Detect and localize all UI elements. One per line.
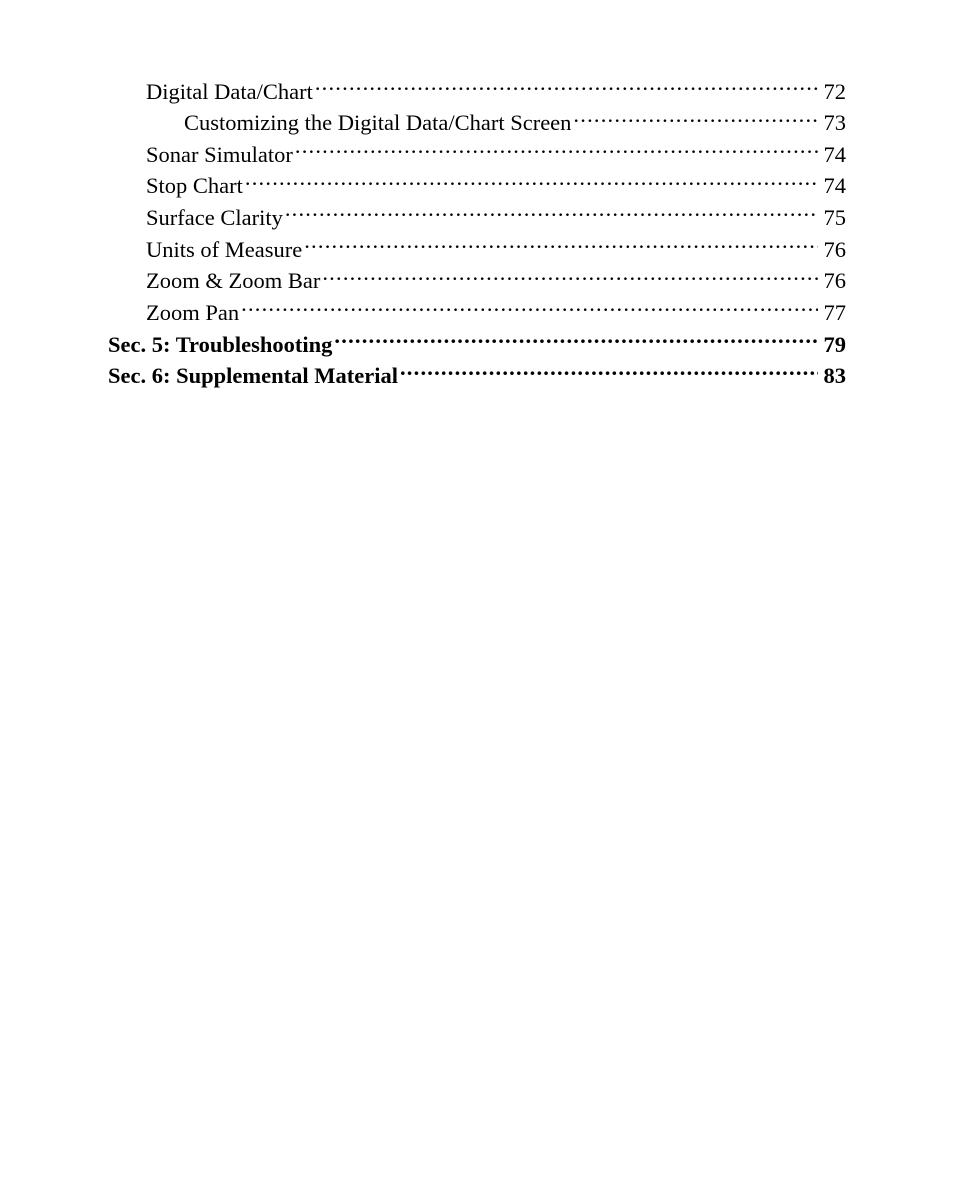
page-content: Digital Data/Chart 72 Customizing the Digi… [0,0,954,391]
toc-entry: Sec. 5: Troubleshooting 79 [108,329,846,360]
toc-leader-dots [322,266,817,289]
toc-entry-label: Customizing the Digital Data/Chart Scree… [184,108,571,138]
toc-leader-dots [245,171,818,194]
toc-leader-dots [334,329,817,352]
toc-entry: Digital Data/Chart 72 [108,76,846,107]
toc-entry-page: 83 [820,361,847,391]
toc-entry: Stop Chart 74 [108,171,846,202]
toc-entry: Zoom & Zoom Bar 76 [108,266,846,297]
toc-entry: Customizing the Digital Data/Chart Scree… [108,108,846,139]
toc-entry-page: 74 [820,171,847,201]
toc-entry-label: Stop Chart [146,171,243,201]
toc-entry: Sec. 6: Supplemental Material 83 [108,361,846,392]
toc-leader-dots [573,108,817,131]
toc-entry-page: 72 [820,77,847,107]
toc-entry: Zoom Pan 77 [108,297,846,328]
toc-entry-label: Surface Clarity [146,203,283,233]
toc-entry-label: Sec. 6: Supplemental Material [108,361,398,391]
toc-leader-dots [400,361,818,384]
toc-entry-page: 76 [820,266,847,296]
toc-entry-label: Zoom Pan [146,298,239,328]
toc-entry-page: 75 [820,203,847,233]
toc-entry-label: Sec. 5: Troubleshooting [108,330,332,360]
toc-entry-page: 77 [820,298,847,328]
toc-entry-label: Digital Data/Chart [146,77,313,107]
table-of-contents: Digital Data/Chart 72 Customizing the Digi… [108,76,846,391]
toc-entry: Surface Clarity 75 [108,203,846,234]
toc-leader-dots [315,76,818,99]
toc-entry-page: 73 [820,108,847,138]
toc-leader-dots [285,203,818,226]
toc-leader-dots [304,234,817,257]
toc-entry-page: 79 [820,330,847,360]
toc-entry-label: Sonar Simulator [146,140,293,170]
toc-entry: Sonar Simulator 74 [108,139,846,170]
toc-entry: Units of Measure 76 [108,234,846,265]
toc-entry-page: 74 [820,140,847,170]
toc-leader-dots [241,297,817,320]
toc-entry-label: Units of Measure [146,235,302,265]
toc-entry-page: 76 [820,235,847,265]
toc-leader-dots [295,139,818,162]
toc-entry-label: Zoom & Zoom Bar [146,266,320,296]
